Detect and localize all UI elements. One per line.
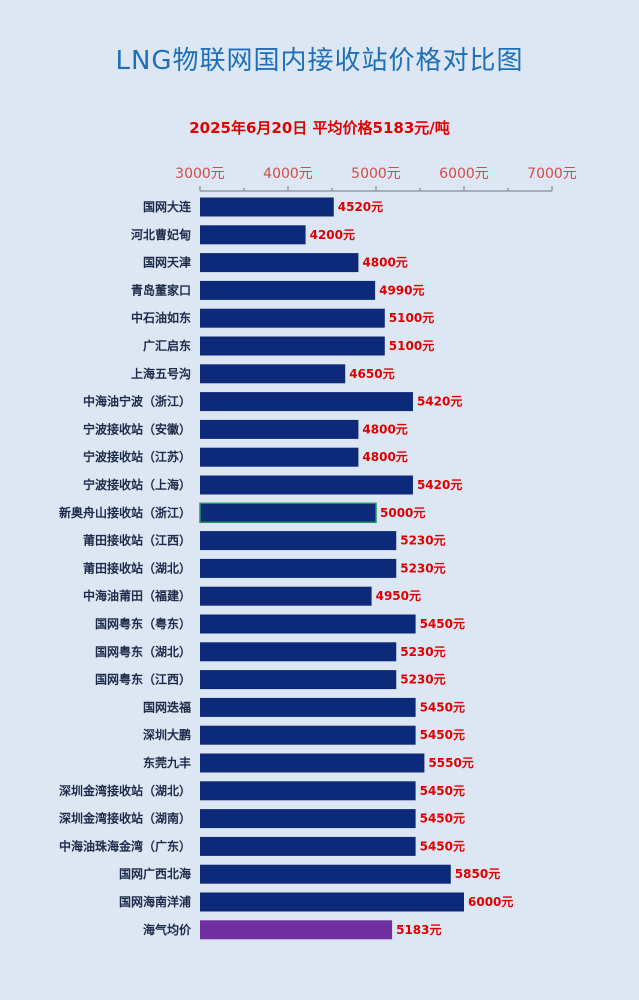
bar xyxy=(200,670,397,690)
bar xyxy=(200,447,359,467)
bar xyxy=(200,697,416,717)
bar-value-label: 4800元 xyxy=(362,450,407,464)
category-label: 深圳金湾接收站（湖北） xyxy=(59,783,191,798)
bar-value-label: 4200元 xyxy=(310,228,355,242)
bar-value-label: 5183元 xyxy=(396,923,441,937)
bar-value-label: 5230元 xyxy=(400,534,445,548)
bar xyxy=(200,475,413,495)
category-label: 中海油珠海金湾（广东） xyxy=(59,838,191,853)
chart-subtitle: 2025年6月20日 平均价格5183元/吨 xyxy=(189,119,450,137)
bar xyxy=(200,558,397,578)
bar xyxy=(200,308,385,328)
bar xyxy=(200,614,416,634)
bar xyxy=(200,920,393,940)
category-label: 宁波接收站（安徽） xyxy=(83,421,191,436)
category-label: 海气均价 xyxy=(143,922,192,937)
category-label: 国网海南洋浦 xyxy=(119,894,191,909)
bar-value-label: 4800元 xyxy=(362,422,407,436)
category-label: 国网粤东（湖北） xyxy=(95,644,191,659)
category-label: 广汇启东 xyxy=(143,338,191,353)
bar-value-label: 4650元 xyxy=(349,367,394,381)
bar xyxy=(200,392,413,412)
category-label: 深圳大鹏 xyxy=(143,727,191,742)
category-label: 莆田接收站（江西） xyxy=(83,533,191,548)
bar-value-label: 5230元 xyxy=(400,561,445,575)
category-label: 宁波接收站（江苏） xyxy=(83,449,191,464)
category-label: 青岛董家口 xyxy=(131,282,191,297)
bar xyxy=(200,753,425,773)
bar xyxy=(200,642,397,662)
x-tick-label: 6000元 xyxy=(439,166,489,182)
bar-value-label: 5230元 xyxy=(400,645,445,659)
chart-title: LNG物联网国内接收站价格对比图 xyxy=(115,46,524,76)
bar-value-label: 6000元 xyxy=(468,895,513,909)
bar xyxy=(200,197,334,217)
category-label: 国网迭福 xyxy=(143,699,191,714)
bar-value-label: 4950元 xyxy=(376,589,421,603)
bar-value-label: 5100元 xyxy=(389,339,434,353)
category-label: 国网天津 xyxy=(143,255,191,270)
bar xyxy=(200,531,397,551)
category-label: 河北曹妃甸 xyxy=(130,227,191,242)
x-tick-label: 4000元 xyxy=(263,166,313,182)
category-label: 中海油宁波（浙江） xyxy=(83,394,191,409)
bar-value-label: 5000元 xyxy=(380,506,425,520)
bar-value-label: 5230元 xyxy=(400,673,445,687)
bar-value-label: 5450元 xyxy=(420,784,465,798)
category-label: 国网粤东（粤东） xyxy=(95,616,191,631)
category-label: 国网大连 xyxy=(143,199,192,214)
bar xyxy=(199,502,377,524)
bar xyxy=(200,892,464,912)
bar xyxy=(200,781,416,801)
category-label: 国网粤东（江西） xyxy=(95,672,191,687)
x-tick-label: 3000元 xyxy=(175,166,225,182)
bar xyxy=(200,864,451,884)
bar-value-label: 5450元 xyxy=(420,812,465,826)
bar-value-label: 5450元 xyxy=(420,728,465,742)
bar-value-label: 4800元 xyxy=(362,256,407,270)
category-label: 深圳金湾接收站（湖南） xyxy=(59,811,191,826)
category-label: 莆田接收站（湖北） xyxy=(83,560,191,575)
x-tick-label: 5000元 xyxy=(351,166,401,182)
category-label: 新奥舟山接收站（浙江） xyxy=(59,505,191,520)
bar-value-label: 4990元 xyxy=(379,283,424,297)
bar xyxy=(200,225,306,245)
bar-value-label: 5420元 xyxy=(417,395,462,409)
bar xyxy=(200,280,376,300)
bar xyxy=(200,586,372,606)
x-tick-label: 7000元 xyxy=(527,166,577,182)
bar xyxy=(200,253,359,273)
bar-value-label: 5450元 xyxy=(420,617,465,631)
bar xyxy=(200,809,416,829)
category-label: 中海油莆田（福建） xyxy=(83,588,191,603)
bar-value-label: 5850元 xyxy=(455,867,500,881)
category-label: 宁波接收站（上海） xyxy=(83,477,191,492)
bar xyxy=(200,725,416,745)
bar-value-label: 5550元 xyxy=(428,756,473,770)
bar-value-label: 5450元 xyxy=(420,839,465,853)
bar xyxy=(200,419,359,439)
category-label: 上海五号沟 xyxy=(131,366,191,381)
bar-value-label: 5100元 xyxy=(389,311,434,325)
bar xyxy=(200,336,385,356)
bar xyxy=(200,836,416,856)
bar xyxy=(200,364,346,384)
bar-value-label: 4520元 xyxy=(338,200,383,214)
bar-value-label: 5420元 xyxy=(417,478,462,492)
category-label: 东莞九丰 xyxy=(143,755,191,770)
category-label: 中石油如东 xyxy=(131,310,191,325)
bar-value-label: 5450元 xyxy=(420,700,465,714)
category-label: 国网广西北海 xyxy=(119,866,191,881)
